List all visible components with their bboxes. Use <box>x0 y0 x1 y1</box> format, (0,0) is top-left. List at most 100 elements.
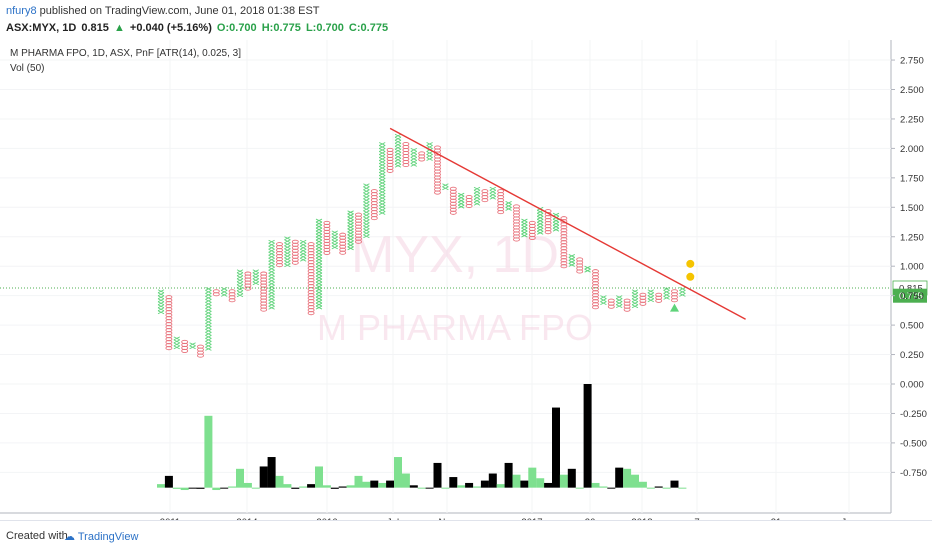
pnf-x-mark <box>220 290 228 294</box>
pnf-x-mark <box>331 245 339 250</box>
pnf-x-mark <box>268 248 275 253</box>
volume-bar-up <box>638 481 647 488</box>
volume-bar-up <box>394 457 402 488</box>
pnf-x-column <box>600 295 607 306</box>
pnf-x-mark <box>457 195 465 200</box>
pnf-x-mark <box>268 302 275 307</box>
close-price-tag-text: 0.775 <box>899 291 923 302</box>
pnf-x-mark <box>268 278 275 283</box>
y-tick-label: 1.000 <box>900 262 924 273</box>
pnf-o-mark <box>465 203 473 209</box>
pnf-o-mark <box>607 304 615 309</box>
pnf-x-mark <box>647 292 655 297</box>
pnf-x-mark <box>157 307 165 312</box>
pnf-x-mark <box>473 195 481 200</box>
indicator-legend[interactable]: M PHARMA FPO, 1D, ASX, PnF [ATR(14), 0.0… <box>10 48 242 59</box>
pnf-x-mark <box>363 234 370 239</box>
pnf-x-mark <box>268 242 275 247</box>
pnf-x-mark <box>284 251 291 256</box>
volume-bar-down <box>544 482 553 488</box>
pnf-x-mark <box>489 195 497 200</box>
pnf-x-mark <box>315 290 323 295</box>
volume-bar-up <box>157 484 165 488</box>
pnf-x-mark <box>268 272 275 277</box>
pnf-x-mark <box>521 233 528 238</box>
pnf-x-mark <box>505 201 512 205</box>
pnf-o-column <box>655 292 663 303</box>
tradingview-logo[interactable]: ☁ TradingView <box>64 530 138 543</box>
pnf-x-mark <box>363 222 370 227</box>
pnf-x-mark <box>552 218 560 223</box>
pnf-x-mark <box>331 230 339 235</box>
pnf-x-mark <box>331 233 339 238</box>
pnf-x-mark <box>615 295 623 300</box>
pnf-x-mark <box>473 192 481 197</box>
pnf-x-mark <box>363 213 370 218</box>
pnf-x-mark <box>378 211 386 215</box>
pnf-x-mark <box>331 239 339 244</box>
pnf-x-mark <box>378 199 386 203</box>
volume-bar-up <box>315 466 323 488</box>
volume-bar-down <box>291 487 300 489</box>
x-tick-label: 7 <box>694 517 699 520</box>
pnf-x-mark <box>363 216 370 221</box>
pnf-x-mark <box>315 302 323 307</box>
pnf-x-mark <box>236 275 244 280</box>
pnf-o-column <box>513 204 520 242</box>
pnf-x-mark <box>205 311 212 315</box>
pnf-x-column <box>521 218 528 238</box>
pnf-x-mark <box>284 245 291 250</box>
author-link[interactable]: nfury8 <box>6 5 37 17</box>
symbol-label: ASX:MYX, 1D <box>6 22 77 34</box>
pnf-x-mark <box>457 201 465 206</box>
pnf-x-column <box>536 206 544 235</box>
pnf-x-mark <box>663 296 670 300</box>
pnf-x-mark <box>363 195 370 200</box>
volume-bar-down <box>425 487 434 489</box>
volume-bar-down <box>307 484 316 488</box>
watermark-symbol: MYX, 1D <box>351 226 559 284</box>
pnf-o-mark <box>197 353 204 358</box>
pnf-x-mark <box>315 239 323 244</box>
pnf-x-mark <box>631 289 639 294</box>
volume-bar-down <box>583 384 592 488</box>
pnf-x-mark <box>378 160 386 164</box>
x-tick-label: 2017 <box>521 517 542 520</box>
pnf-x-column <box>331 230 339 250</box>
pnf-o-mark <box>260 307 268 312</box>
pnf-x-mark <box>363 207 370 212</box>
volume-bar-up <box>172 487 181 489</box>
pnf-x-mark <box>679 293 686 297</box>
volume-bar-down <box>267 457 276 488</box>
pnf-o-column <box>418 151 426 162</box>
pnf-x-mark <box>315 275 323 280</box>
pnf-x-mark <box>536 230 544 235</box>
pnf-x-mark <box>236 278 244 283</box>
pnf-o-mark <box>244 286 252 291</box>
pnf-x-mark <box>347 225 354 230</box>
pnf-x-mark <box>173 339 181 344</box>
pnf-x-mark <box>284 257 291 262</box>
pnf-x-mark <box>236 269 244 274</box>
pnf-x-mark <box>568 254 576 258</box>
pnf-x-mark <box>284 263 291 268</box>
pnf-x-mark <box>284 239 291 244</box>
pnf-x-mark <box>457 198 465 203</box>
pnf-chart[interactable]: MYX, 1D M PHARMA FPO 0.8150.775 2.7502.5… <box>0 40 932 520</box>
volume-bar-up <box>496 484 505 488</box>
pnf-x-mark <box>315 266 323 271</box>
pnf-o-column <box>402 141 410 168</box>
volume-legend[interactable]: Vol (50) <box>10 63 45 74</box>
pnf-x-mark <box>363 210 370 215</box>
pnf-x-mark <box>284 242 291 247</box>
pnf-x-mark <box>457 204 465 209</box>
y-tick-label: 0.250 <box>900 350 924 361</box>
pnf-x-mark <box>284 260 291 265</box>
pnf-o-mark <box>228 298 236 303</box>
close-value: C:0.775 <box>348 22 389 34</box>
pnf-x-column <box>442 183 449 191</box>
created-with: Created with <box>6 530 68 542</box>
pnf-x-mark <box>394 133 402 138</box>
pnf-o-mark <box>276 263 283 268</box>
pnf-x-mark <box>521 227 528 232</box>
